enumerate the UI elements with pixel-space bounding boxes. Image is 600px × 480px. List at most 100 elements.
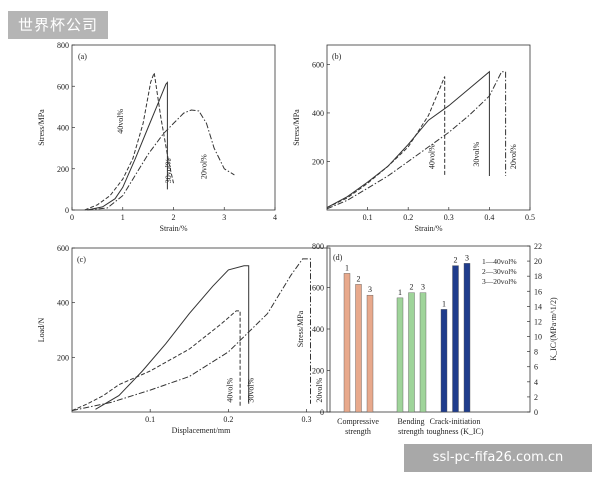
category-label: Bending <box>397 417 424 426</box>
series-line-40volpct <box>71 310 241 412</box>
x-tick-label: 0.1 <box>145 415 155 424</box>
x-tick-label: 0 <box>70 213 74 222</box>
series-line-20volpct <box>71 258 311 412</box>
y-tick-label: 400 <box>312 109 324 118</box>
x-tick-label: 0.3 <box>302 415 312 424</box>
series-line-30volpct <box>95 265 250 410</box>
series-line-40volpct <box>84 70 174 211</box>
y2-tick-label: 0 <box>534 408 538 417</box>
y-tick-label: 800 <box>57 41 69 50</box>
curve-annotation: 30vol% <box>246 377 255 402</box>
y-tick-label: 800 <box>312 242 324 251</box>
curve-annotation: 20vol% <box>509 144 518 169</box>
bar-label: 1 <box>442 299 446 308</box>
bar-label: 2 <box>357 274 361 283</box>
y2-tick-label: 10 <box>534 333 542 342</box>
y2-tick-label: 8 <box>534 348 538 357</box>
category-label: toughness (K_IC) <box>426 427 483 436</box>
curve-annotation: 20vol% <box>199 154 208 179</box>
curve-annotation: 30vol% <box>472 141 481 166</box>
panel-label: (c) <box>77 255 86 264</box>
x-tick-label: 0.3 <box>444 213 454 222</box>
legend-entry: 2—30vol% <box>482 267 517 276</box>
x-tick-label: 0.2 <box>223 415 233 424</box>
category-label: strength <box>345 427 371 436</box>
x-tick-label: 1 <box>121 213 125 222</box>
legend-entry: 3—20vol% <box>482 277 517 286</box>
bar-label: 2 <box>410 283 414 292</box>
bar-label: 3 <box>368 285 372 294</box>
bar <box>396 297 404 413</box>
y2-tick-label: 14 <box>534 302 542 311</box>
bar <box>343 273 351 413</box>
y-tick-label: 600 <box>57 244 69 253</box>
x-axis-label: Strain/% <box>160 224 188 233</box>
x-tick-label: 0.4 <box>484 213 494 222</box>
x-tick-label: 0.1 <box>363 213 373 222</box>
bar <box>419 292 427 413</box>
watermark-bottom: ssl-pc-fifa26.com.cn <box>404 444 592 472</box>
curve-annotation: 40vol% <box>225 377 234 402</box>
y-tick-label: 0 <box>65 206 69 215</box>
bar <box>355 284 362 413</box>
category-label: strength <box>398 427 424 436</box>
x-tick-label: 2 <box>172 213 176 222</box>
panel-label: (a) <box>78 52 87 61</box>
y-tick-label: 400 <box>312 325 324 334</box>
curve-annotation: 20vol% <box>315 377 324 402</box>
y-tick-label: 200 <box>57 353 69 362</box>
series-line-20volpct <box>326 71 507 210</box>
y2-tick-label: 12 <box>534 317 542 326</box>
bar-label: 1 <box>345 263 349 272</box>
category-label: Compressive <box>337 417 379 426</box>
y2-axis-label: K_IC/(MPa·m^1/2) <box>549 297 558 361</box>
y-tick-label: 400 <box>57 124 69 133</box>
category-label: Crack-initiation <box>430 417 481 426</box>
y-axis-label: Stress/MPa <box>296 310 305 347</box>
y2-tick-label: 2 <box>534 393 538 402</box>
panel-2-frame <box>71 247 331 413</box>
curve-annotation: 40vol% <box>116 109 125 134</box>
y2-tick-label: 4 <box>534 378 538 387</box>
bar <box>452 265 459 413</box>
watermark-top: 世界杯公司 <box>8 11 108 39</box>
y-tick-label: 200 <box>312 157 324 166</box>
y-axis-label: Load/N <box>37 318 46 343</box>
y-tick-label: 0 <box>320 408 324 417</box>
x-tick-label: 4 <box>273 213 277 222</box>
y2-tick-label: 20 <box>534 257 542 266</box>
bar <box>366 294 374 413</box>
y2-tick-label: 6 <box>534 363 538 372</box>
y-tick-label: 200 <box>312 367 324 376</box>
y2-tick-label: 18 <box>534 272 542 281</box>
x-tick-label: 3 <box>222 213 226 222</box>
panel-0-frame <box>71 44 276 211</box>
legend-entry: 1—40vol% <box>482 257 517 266</box>
y-tick-label: 600 <box>312 284 324 293</box>
bar-label: 2 <box>454 256 458 265</box>
bar-label: 3 <box>421 283 425 292</box>
curve-annotation: 30vol% <box>164 158 173 183</box>
bar-label: 1 <box>398 288 402 297</box>
y2-tick-label: 22 <box>534 242 542 251</box>
y-tick-label: 400 <box>57 299 69 308</box>
x-axis-label: Strain/% <box>415 224 443 233</box>
bar <box>408 292 415 413</box>
panel-1-frame <box>326 44 531 211</box>
series-line-30volpct <box>87 81 168 211</box>
y2-tick-label: 16 <box>534 287 542 296</box>
curve-annotation: 40vol% <box>428 144 437 169</box>
x-axis-label: Displacement/mm <box>172 426 231 435</box>
panel-label: (b) <box>332 52 342 61</box>
y-axis-label: Stress/MPa <box>292 109 301 146</box>
x-tick-label: 0.5 <box>525 213 535 222</box>
series-line-20volpct <box>87 109 235 211</box>
bar <box>463 263 471 413</box>
y-tick-label: 600 <box>57 82 69 91</box>
x-tick-label: 0.2 <box>403 213 413 222</box>
series-line-30volpct <box>326 70 490 209</box>
y-tick-label: 200 <box>57 165 69 174</box>
y-tick-label: 600 <box>312 60 324 69</box>
bar <box>440 309 448 413</box>
